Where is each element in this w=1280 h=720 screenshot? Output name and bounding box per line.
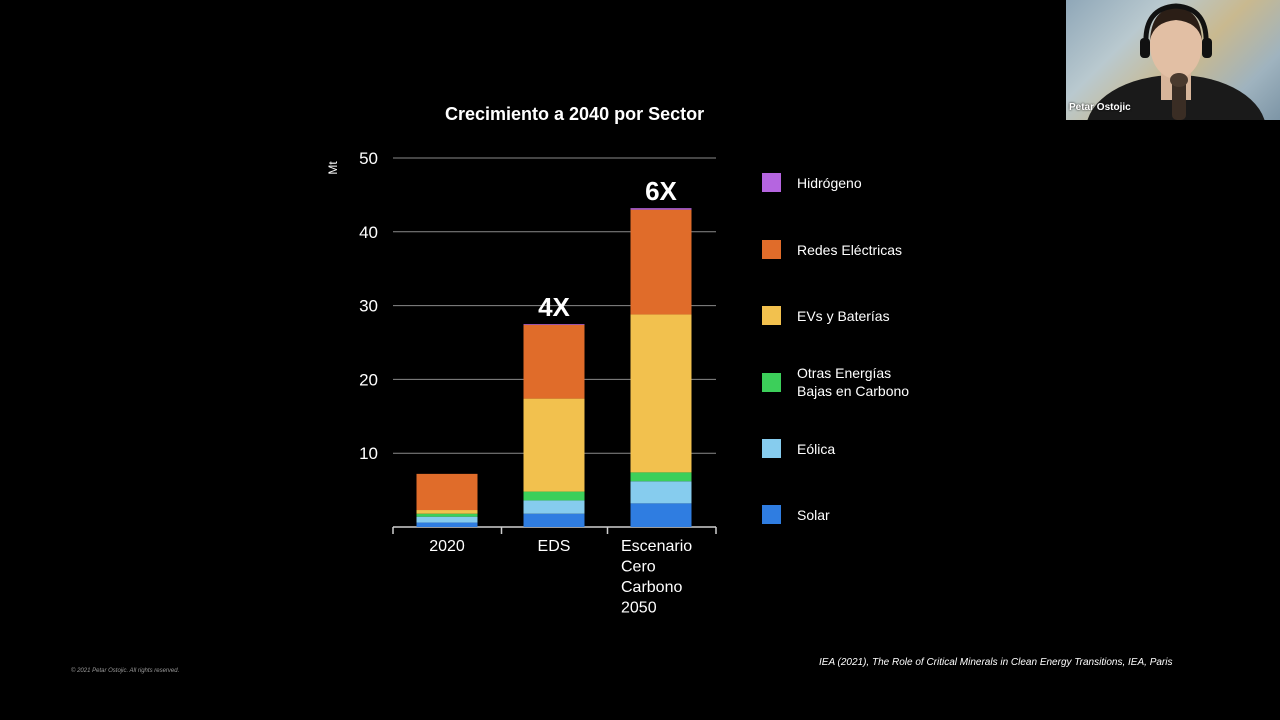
legend-label: Redes Eléctricas <box>797 241 937 259</box>
legend-label-line: Bajas en Carbono <box>797 383 910 399</box>
legend-item: Otras Energías Bajas en Carbono <box>762 364 937 400</box>
y-tick-label: 50 <box>359 149 378 168</box>
bar-segment-redes-el-ctricas <box>416 473 478 511</box>
bar-segment-redes-el-ctricas <box>630 209 692 315</box>
bar-segment-hidr-geno <box>630 208 692 210</box>
legend-label-line: Redes Eléctricas <box>797 241 903 258</box>
y-axis-label: Mt <box>326 161 340 175</box>
legend-label-line: Solar <box>797 506 830 523</box>
legend-item: Eólica <box>762 439 937 458</box>
legend-item: Redes Eléctricas <box>762 240 937 259</box>
legend-item: Solar <box>762 505 937 524</box>
y-tick-label: 10 <box>359 444 378 463</box>
legend-label: Solar <box>797 506 937 524</box>
x-tick-label: EDS <box>538 538 571 555</box>
legend-label: EVs y Baterías <box>797 307 937 325</box>
bar-segment-evs-y-bater-as <box>630 314 692 473</box>
chart-title: Crecimiento a 2040 por Sector <box>445 104 705 124</box>
legend-label-line: Eólica <box>797 440 836 457</box>
bar-segment-e-lica <box>523 500 585 514</box>
bar-segment-solar <box>523 513 585 527</box>
x-tick-label: 2020 <box>429 538 465 555</box>
bar-segment-e-lica <box>630 481 692 504</box>
legend-label: Otras Energías Bajas en Carbono <box>797 364 937 400</box>
legend-label-line: Hidrógeno <box>797 174 862 191</box>
bar-segment-solar <box>416 522 478 527</box>
legend-swatch <box>762 173 781 192</box>
participant-name: Petar Ostojic <box>1069 102 1131 113</box>
legend-swatch <box>762 439 781 458</box>
bar-segment-evs-y-bater-as <box>523 398 585 492</box>
legend-swatch <box>762 505 781 524</box>
legend-label-line: Otras Energías <box>797 365 892 381</box>
legend-item: Hidrógeno <box>762 173 937 192</box>
legend-swatch <box>762 372 781 392</box>
legend-label: Hidrógeno <box>797 174 937 192</box>
x-tick-label: Carbono <box>621 579 682 596</box>
source-citation: IEA (2021), The Role of Critical Mineral… <box>819 657 1173 668</box>
bar-segment-redes-el-ctricas <box>523 324 585 399</box>
x-tick-label: Escenario <box>621 538 692 555</box>
bar-segment-e-lica <box>416 516 478 523</box>
growth-annotation: 4X <box>538 292 570 322</box>
growth-annotation: 6X <box>645 176 677 206</box>
bar-segment-hidr-geno <box>523 324 585 325</box>
legend-swatch <box>762 306 781 325</box>
bar-segment-otras-energ-as-bajas-en-carbono <box>416 513 478 517</box>
bar-segment-solar <box>630 503 692 527</box>
participant-video-icon <box>1087 3 1265 120</box>
x-tick-label: Cero <box>621 559 656 576</box>
webcam-thumbnail: Petar Ostojic <box>1066 0 1280 120</box>
bar-segment-otras-energ-as-bajas-en-carbono <box>523 491 585 501</box>
y-tick-label: 20 <box>359 370 378 389</box>
y-tick-label: 30 <box>359 297 378 316</box>
legend-label-line: EVs y Baterías <box>797 307 890 324</box>
legend-item: EVs y Baterías <box>762 306 937 325</box>
copyright-notice: © 2021 Petar Ostojic. All rights reserve… <box>71 668 180 674</box>
bar-segment-otras-energ-as-bajas-en-carbono <box>630 472 692 482</box>
legend-label: Eólica <box>797 440 937 458</box>
x-tick-label: 2050 <box>621 600 657 617</box>
y-tick-label: 40 <box>359 223 378 242</box>
legend-swatch <box>762 240 781 259</box>
bar-segment-evs-y-bater-as <box>416 510 478 514</box>
